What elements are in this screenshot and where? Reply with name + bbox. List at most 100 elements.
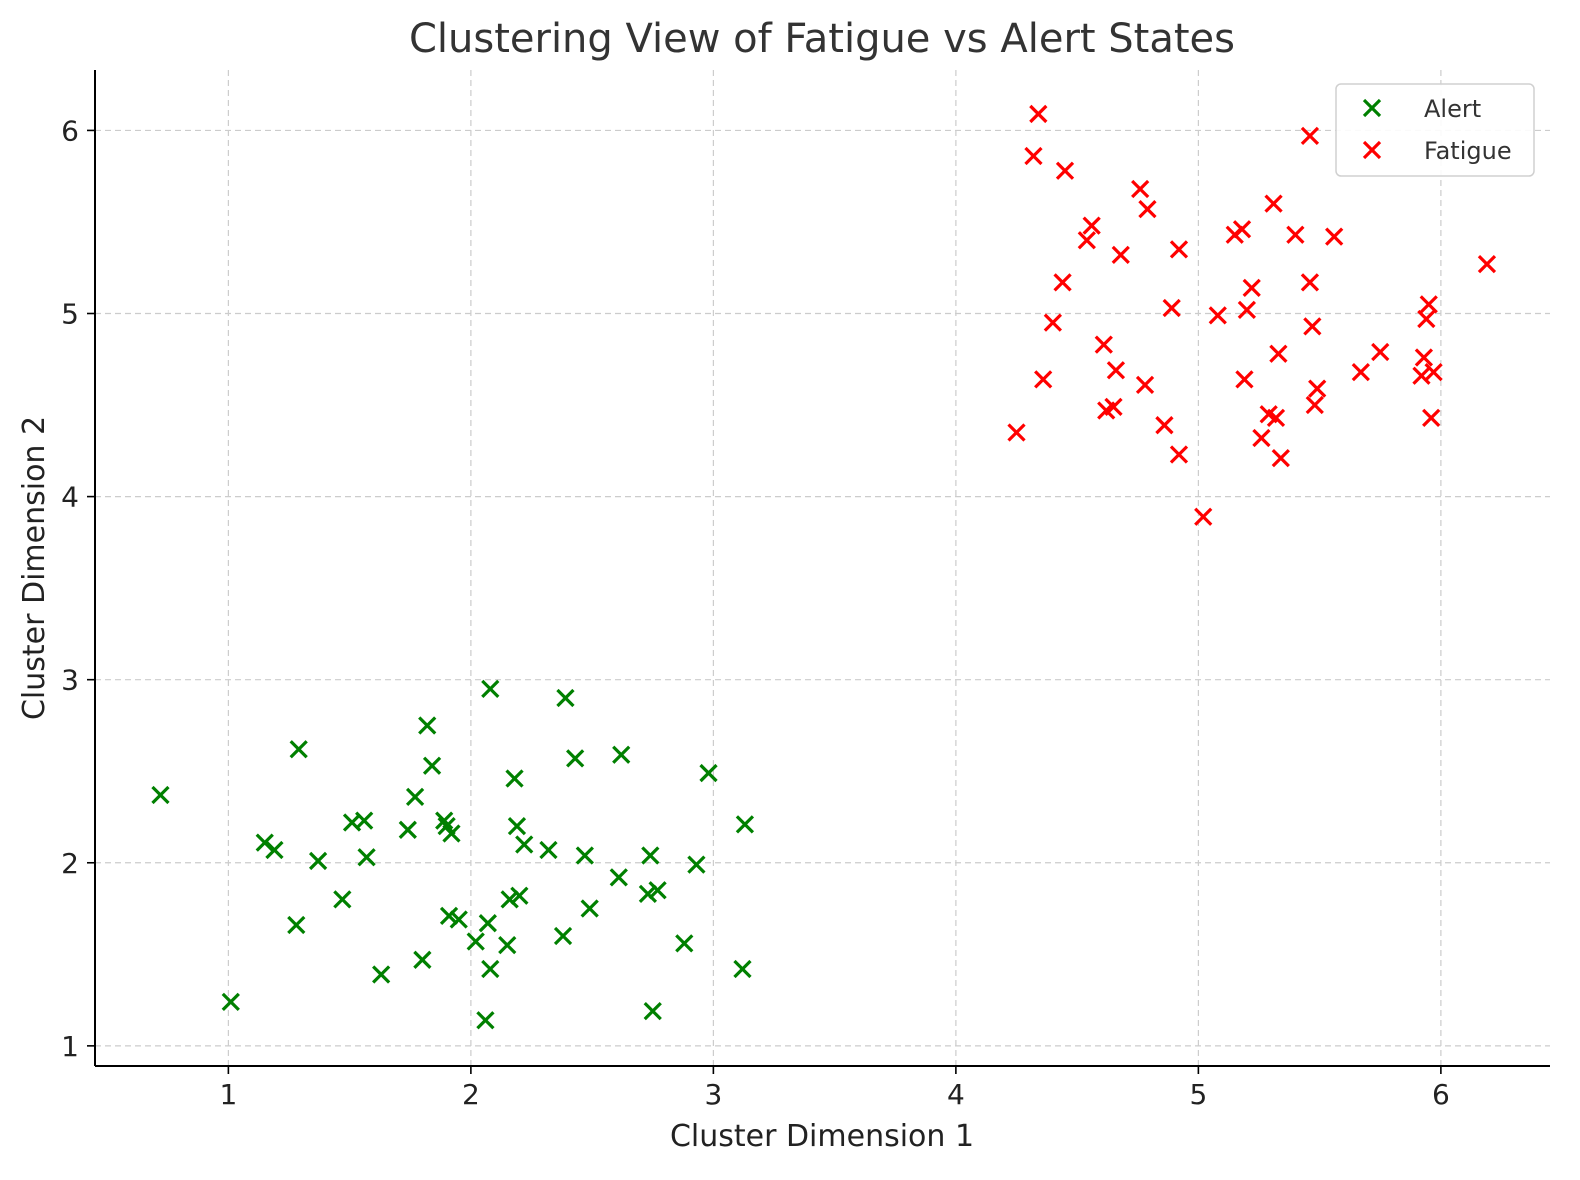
alert-point xyxy=(735,815,755,834)
alert-point xyxy=(442,824,461,843)
legend-marker-alert xyxy=(1362,98,1382,118)
fatigue-point xyxy=(1106,361,1126,380)
y-tick-label: 5 xyxy=(61,298,79,331)
alert-point xyxy=(556,688,575,708)
y-tick-label: 1 xyxy=(61,1030,79,1063)
alert-point xyxy=(481,679,500,698)
alert-point xyxy=(675,934,694,953)
fatigue-point xyxy=(1271,449,1290,468)
alert-point xyxy=(151,785,170,805)
ticks: 1 2 3 4 5 6 1 2 3 4 5 6 xyxy=(61,114,1450,1111)
alert-point xyxy=(498,936,517,955)
alert-point xyxy=(435,811,454,830)
alert-point xyxy=(612,745,631,764)
fatigue-point xyxy=(1135,375,1155,395)
alert-point xyxy=(398,820,417,839)
fatigue-point xyxy=(1034,370,1053,389)
fatigue-point xyxy=(1094,335,1113,354)
alert-point xyxy=(405,787,425,806)
fatigue-point xyxy=(1029,104,1048,124)
alert-point xyxy=(333,890,352,909)
alert-point xyxy=(539,840,558,860)
alert-point xyxy=(418,716,437,735)
fatigue-point xyxy=(1303,317,1322,336)
chart-title: Clustering View of Fatigue vs Alert Stat… xyxy=(409,16,1235,62)
y-tick-label: 6 xyxy=(61,114,79,147)
fatigue-point xyxy=(1111,245,1130,265)
fatigue-point xyxy=(1155,416,1174,435)
alert-point xyxy=(638,884,658,904)
alert-point xyxy=(510,886,529,905)
fatigue-point xyxy=(1417,309,1436,329)
x-axis-label: Cluster Dimension 1 xyxy=(670,1119,974,1154)
fatigue-point xyxy=(1266,408,1286,427)
fatigue-point xyxy=(1169,240,1189,259)
alert-point xyxy=(500,890,519,909)
fatigue-point xyxy=(1305,395,1324,415)
legend-label-fatigue: Fatigue xyxy=(1424,137,1512,165)
alert-point xyxy=(255,833,274,852)
fatigue-point xyxy=(1371,342,1390,362)
fatigue-point xyxy=(1138,200,1157,219)
alert-point xyxy=(566,749,585,768)
data-points xyxy=(151,104,1497,1030)
y-tick-label: 2 xyxy=(61,847,79,880)
alert-point xyxy=(505,769,524,788)
x-tick-label: 5 xyxy=(1189,1078,1207,1111)
fatigue-point xyxy=(1264,194,1283,213)
alert-point xyxy=(643,1001,662,1021)
alert-point xyxy=(308,851,328,871)
fatigue-point xyxy=(1131,179,1150,199)
alert-point xyxy=(221,992,240,1012)
alert-point xyxy=(553,926,573,946)
alert-point xyxy=(687,855,706,874)
alert-point xyxy=(357,848,376,867)
alert-point xyxy=(641,846,660,865)
alert-point xyxy=(580,899,599,918)
fatigue-point xyxy=(1007,423,1026,442)
alert-point xyxy=(575,846,594,865)
fatigue-point xyxy=(1077,231,1096,250)
fatigue-point xyxy=(1325,227,1344,246)
alert-point xyxy=(478,914,497,933)
alert-point xyxy=(289,740,308,759)
fatigue-point xyxy=(1424,362,1443,382)
axes xyxy=(94,70,1550,1067)
x-tick-label: 6 xyxy=(1432,1078,1450,1111)
fatigue-point xyxy=(1024,146,1043,166)
fatigue-point xyxy=(1237,300,1257,319)
legend: Alert Fatigue xyxy=(1335,83,1535,177)
fatigue-point xyxy=(1043,313,1063,332)
fatigue-point xyxy=(1162,298,1181,318)
fatigue-point xyxy=(1477,254,1497,274)
legend-label-alert: Alert xyxy=(1424,95,1481,123)
fatigue-point xyxy=(1055,161,1075,180)
fatigue-point xyxy=(1351,362,1370,382)
fatigue-point xyxy=(1308,379,1327,398)
alert-point xyxy=(413,950,432,969)
alert-point xyxy=(648,881,667,900)
fatigue-point xyxy=(1082,216,1101,235)
x-tick-label: 3 xyxy=(704,1078,722,1111)
fatigue-point xyxy=(1235,370,1254,389)
fatigue-point xyxy=(1422,408,1441,427)
fatigue-point xyxy=(1194,507,1213,526)
fatigue-point xyxy=(1419,295,1438,314)
fatigue-point xyxy=(1232,220,1252,239)
alert-point xyxy=(355,811,374,830)
fatigue-point xyxy=(1242,278,1261,298)
legend-box xyxy=(1335,83,1535,177)
alert-point xyxy=(466,932,485,951)
alert-point xyxy=(733,959,752,979)
fatigue-point xyxy=(1053,273,1072,292)
x-tick-label: 1 xyxy=(219,1078,237,1111)
alert-point xyxy=(265,840,284,860)
y-tick-label: 4 xyxy=(61,481,79,514)
fatigue-point xyxy=(1286,225,1305,244)
fatigue-point xyxy=(1300,126,1320,146)
alert-point xyxy=(699,763,718,783)
fatigue-point xyxy=(1414,348,1434,367)
fatigue-point xyxy=(1412,366,1431,385)
y-axis-label: Cluster Dimension 2 xyxy=(17,416,52,720)
